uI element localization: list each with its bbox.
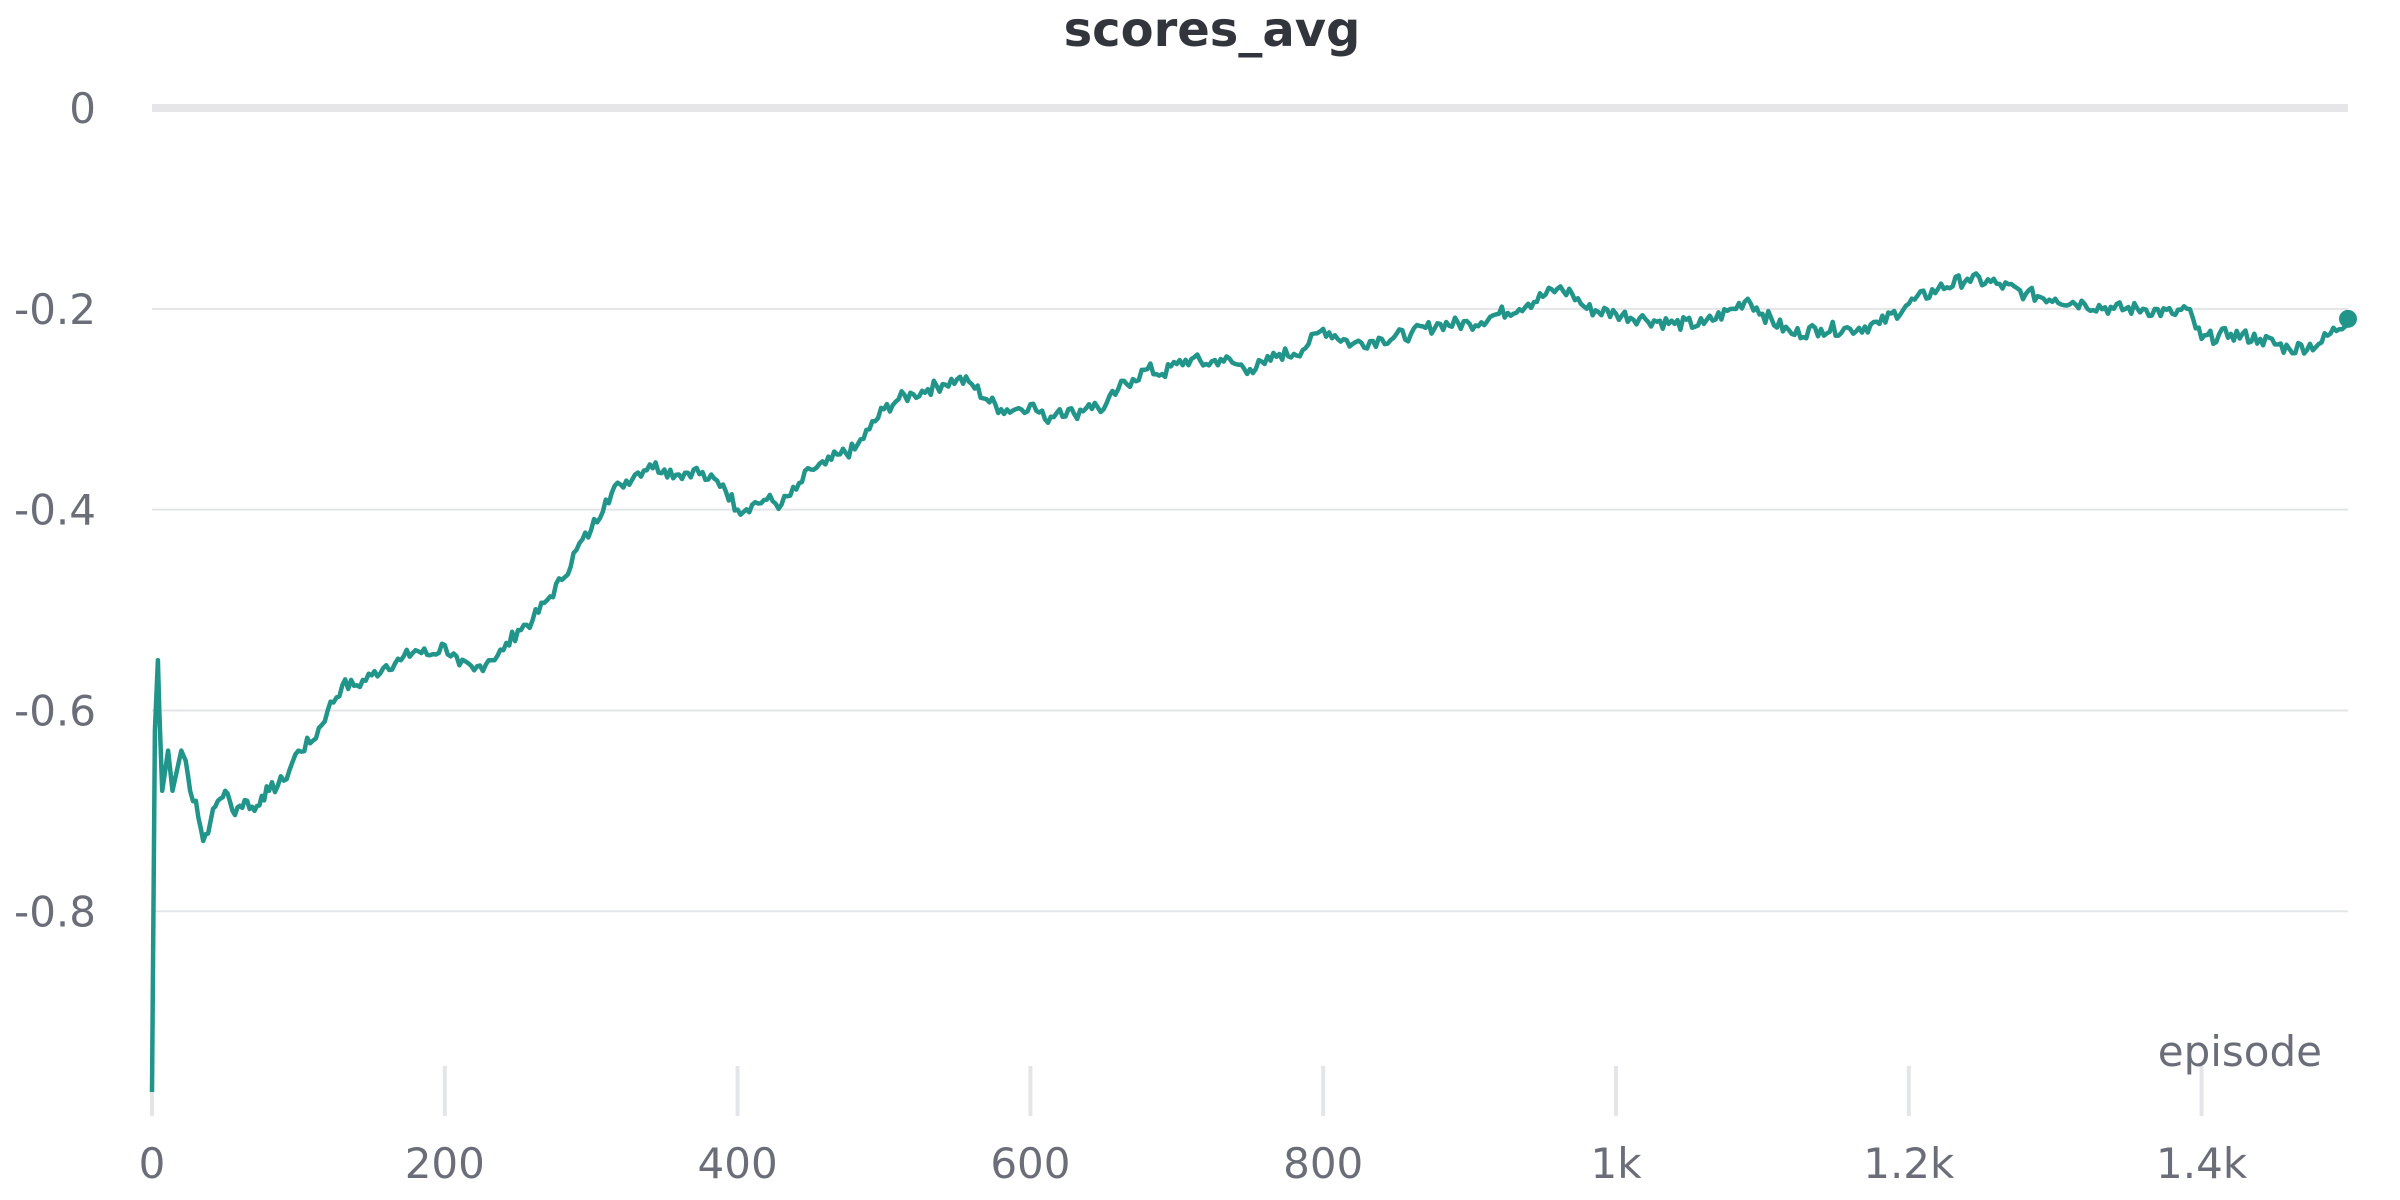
y-tick-label: 0 <box>69 84 96 133</box>
x-tick-label: 1k <box>1590 1139 1642 1188</box>
y-tick-label: -0.8 <box>14 887 96 936</box>
x-tick-label: 200 <box>405 1139 485 1188</box>
y-tick-label: -0.2 <box>14 285 96 334</box>
x-tick-label: 800 <box>1283 1139 1363 1188</box>
grid <box>152 104 2348 913</box>
series-layer <box>149 271 2357 1093</box>
y-axis-ticks: 0 -0.2 -0.4 -0.6 -0.8 <box>14 84 96 936</box>
chart-title: scores_avg <box>1064 2 1361 58</box>
x-axis-label: episode <box>2158 1027 2322 1076</box>
x-tick-label: 600 <box>990 1139 1070 1188</box>
x-tick-label: 400 <box>698 1139 778 1188</box>
series-line <box>149 271 2351 1093</box>
x-tick-label: 1.4k <box>2156 1139 2248 1188</box>
y-tick-label: -0.6 <box>14 686 96 735</box>
series-end-point <box>2339 309 2357 328</box>
x-tick-label: 1.2k <box>1863 1139 1955 1188</box>
x-axis-ticks: 0 200 400 600 800 1k 1.2k 1.4k <box>139 1066 2248 1188</box>
y-tick-label: -0.4 <box>14 486 96 535</box>
x-tick-label: 0 <box>139 1139 166 1188</box>
